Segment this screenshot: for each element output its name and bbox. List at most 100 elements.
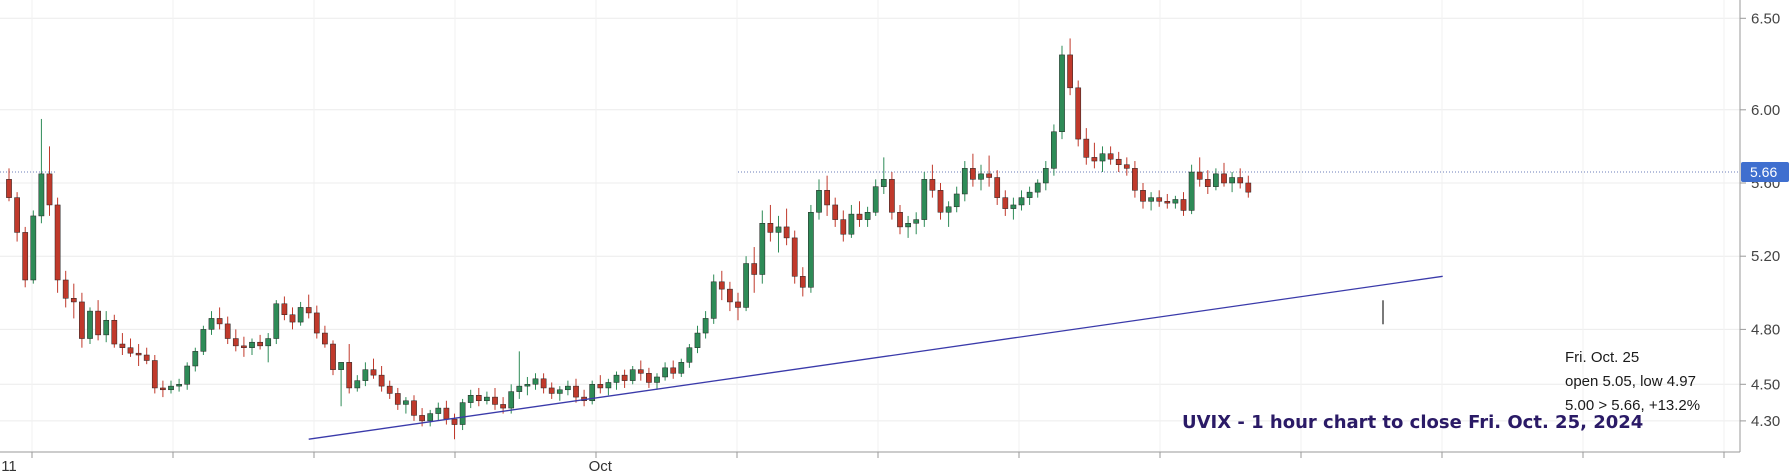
candle (1075, 80, 1082, 147)
candle-body (1172, 199, 1179, 204)
candle (249, 338, 255, 356)
candle (646, 367, 652, 388)
y-tick-label: 4.80 (1751, 321, 1780, 338)
candle-body (297, 307, 304, 323)
candle-body (994, 177, 1001, 198)
candle-body (1034, 182, 1041, 193)
candle (775, 215, 782, 253)
candle-body (103, 319, 110, 336)
candle (305, 294, 312, 319)
candle (1059, 45, 1065, 140)
candle (654, 373, 660, 390)
candle-body (597, 384, 604, 389)
candle (694, 325, 701, 354)
candle-body (111, 319, 118, 345)
candle (856, 201, 863, 227)
candle (370, 358, 377, 379)
candle (224, 316, 231, 345)
candle-body (1051, 131, 1057, 169)
candle (1099, 146, 1106, 173)
candle-body (516, 385, 523, 392)
candle-body (864, 212, 871, 220)
candle-body (718, 281, 725, 290)
candle (411, 395, 417, 421)
candle-body (338, 362, 344, 370)
candle-body (419, 415, 425, 422)
candle (848, 204, 855, 238)
candle (70, 283, 77, 319)
candle-body (702, 318, 709, 334)
candle-body (913, 219, 920, 224)
last-price-badge-box (1741, 162, 1789, 183)
candle (589, 380, 596, 405)
candle-body (775, 226, 782, 233)
candle-body (783, 226, 790, 239)
candle-body (654, 376, 660, 383)
x-tick-label: 11 (1, 458, 17, 475)
candle (556, 386, 563, 401)
candle (1164, 193, 1171, 209)
candle (1148, 192, 1154, 211)
candle (119, 333, 126, 356)
y-tick-label: 5.20 (1751, 248, 1780, 265)
candle (816, 179, 822, 220)
last-price-badge: 5.66 (1741, 162, 1789, 183)
candle (994, 170, 1001, 205)
candle (670, 360, 677, 379)
candle (362, 362, 369, 387)
candle-body (621, 374, 628, 381)
candle-body (30, 215, 37, 281)
candle (14, 192, 20, 242)
candle-body (475, 395, 482, 402)
annotation-date: Fri. Oct. 25 (1565, 349, 1639, 366)
candle (573, 378, 579, 403)
candle (38, 118, 45, 224)
candle-body (208, 318, 215, 330)
candle (961, 161, 968, 202)
candle-body (1075, 87, 1082, 140)
candle-body (1148, 197, 1154, 202)
candle (54, 197, 61, 293)
candle-body (241, 345, 247, 348)
candle-body (524, 384, 531, 387)
candle (103, 311, 110, 343)
candle (1156, 190, 1163, 207)
candle (484, 391, 490, 405)
candle (767, 204, 774, 242)
y-tick-label: 6.50 (1751, 10, 1780, 27)
candle-body (459, 402, 466, 425)
candle (1196, 157, 1203, 187)
candle (151, 355, 158, 394)
candle (160, 380, 166, 398)
candle (727, 281, 733, 312)
candle (273, 300, 280, 345)
candle (257, 334, 263, 350)
candle-body (281, 303, 288, 316)
candle-body (192, 351, 199, 367)
candle-body (573, 385, 579, 398)
candle-body (443, 407, 450, 420)
candle (1237, 168, 1244, 189)
candle (1034, 179, 1041, 198)
candle (79, 292, 85, 348)
candle (986, 155, 992, 187)
candle (265, 333, 272, 363)
candle-body (824, 190, 830, 206)
candle (840, 210, 847, 242)
candle-body (662, 367, 668, 378)
candle-body (79, 301, 85, 339)
candle-body (46, 173, 53, 206)
candle (143, 347, 150, 365)
candle-body (1156, 197, 1163, 202)
candle (637, 360, 644, 381)
candle (791, 230, 798, 284)
candle-body (394, 393, 401, 405)
support-trendline (308, 275, 1443, 440)
candle-body (1002, 197, 1009, 209)
candle (702, 311, 709, 339)
candle (710, 274, 717, 324)
candle-body (168, 385, 174, 391)
candle (905, 215, 911, 238)
candle (743, 256, 749, 312)
candle-body (160, 387, 166, 391)
